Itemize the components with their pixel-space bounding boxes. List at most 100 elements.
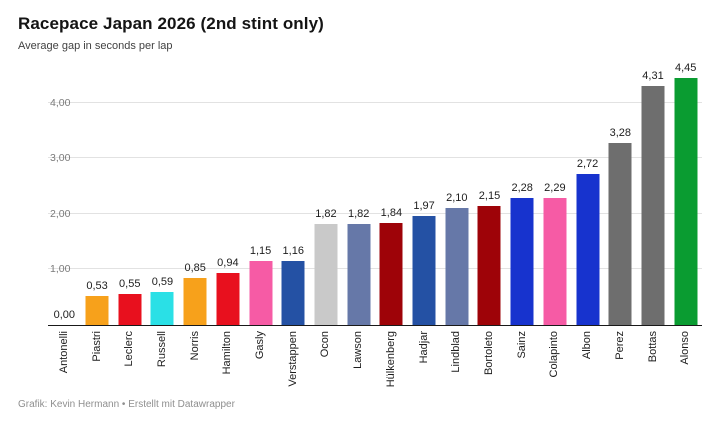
x-label-cell: Albon [571,326,604,390]
bar-value-label: 2,10 [446,192,468,205]
gridline-4,00 [48,101,702,103]
bar-sainz[interactable] [510,198,534,325]
x-label-hadjar: Hadjar [417,331,430,364]
x-label-cell: Bottas [637,326,670,390]
gridline-1,00 [48,268,702,270]
y-tick-label: 1,00 [50,263,71,276]
y-tick-label: 3,00 [50,152,71,165]
x-label-bortoleto: Bortoleto [482,331,495,376]
bar-column-hadjar: 1,97 [408,75,441,325]
x-label-cell: Norris [179,326,212,390]
x-label-cell: Antonelli [48,326,81,390]
bar-value-label: 4,31 [642,69,664,82]
bar-bortoleto[interactable] [477,205,501,325]
bar-value-label: 1,15 [249,245,272,258]
x-label-hamilton: Hamilton [221,331,234,375]
x-label-cell: Hamilton [212,326,245,390]
bar-lindblad[interactable] [445,208,469,325]
bar-ocon[interactable] [314,223,338,325]
x-label-ocon: Ocon [319,331,332,358]
chart-title: Racepace Japan 2026 (2nd stint only) [18,14,324,33]
bars-container: 0,00 0,53 0,55 0,59 0,85 0,94 1,15 1,16 1,82 1,82… [48,62,702,325]
bar-value-label: 3,28 [609,126,632,139]
x-label-norris: Norris [188,331,201,361]
x-label-cell: Lindblad [440,326,473,390]
bar-column-lindblad: 2,10 [440,75,473,325]
x-label-cell: Alonso [669,326,702,390]
x-label-cell: Perez [604,326,637,390]
bar-lawson[interactable] [347,223,371,325]
gridline-3,00 [48,157,702,159]
bar-column-gasly: 1,15 [244,75,277,325]
x-label-bottas: Bottas [646,331,659,363]
bar-column-albon: 2,72 [571,75,604,325]
bar-value-label: 2,15 [478,189,501,202]
bar-value-label: 2,28 [511,182,533,195]
x-label-russell: Russell [155,331,168,368]
x-label-cell: Leclerc [113,326,146,390]
bar-column-ocon: 1,82 [310,75,343,325]
bar-column-antonelli: 0,00 [48,75,81,325]
x-label-alonso: Alonso [679,331,692,365]
x-label-cell: Bortoleto [473,326,506,390]
x-label-verstappen: Verstappen [286,331,299,387]
x-label-lawson: Lawson [352,331,365,369]
x-label-gasly: Gasly [254,331,267,360]
x-label-cell: Colapinto [539,326,572,390]
x-label-leclerc: Leclerc [123,331,136,367]
y-tick-label: 4,00 [50,96,71,109]
x-label-cell: Ocon [310,326,343,390]
x-axis-labels: Antonelli Piastri Leclerc Russell Norris Hami… [48,326,702,390]
bar-value-label: 0,55 [119,278,141,291]
x-label-perez: Perez [613,331,626,360]
gridline-2,00 [48,212,702,214]
bar-leclerc[interactable] [118,294,142,325]
bar-column-perez: 3,28 [604,75,637,325]
bar-hadjar[interactable] [412,215,436,325]
bar-column-hamilton: 0,94 [212,75,245,325]
bar-column-hülkenberg: 1,84 [375,75,408,325]
bar-value-label: 1,97 [413,199,435,212]
bar-value-label: 0,53 [86,279,108,292]
bar-bottas[interactable] [641,85,665,325]
bar-russell[interactable] [150,292,174,325]
bar-albon[interactable] [576,173,600,325]
bar-column-piastri: 0,53 [81,75,114,325]
bar-piastri[interactable] [85,295,109,325]
bar-perez[interactable] [608,142,632,325]
x-label-cell: Sainz [506,326,539,390]
bar-hamilton[interactable] [216,272,240,325]
bar-value-label: 0,94 [217,256,239,269]
x-label-sainz: Sainz [515,331,528,359]
plot-area: 0,00 0,53 0,55 0,59 0,85 0,94 1,15 1,16 1,82 1,82… [48,62,702,326]
bar-value-label: 1,82 [347,207,370,220]
x-label-cell: Gasly [244,326,277,390]
bar-colapinto[interactable] [543,197,567,325]
x-label-cell: Russell [146,326,179,390]
x-label-cell: Lawson [342,326,375,390]
bar-value-label: 1,82 [315,207,337,220]
x-label-colapinto: Colapinto [548,331,561,378]
bar-value-label: 2,72 [576,157,599,170]
bar-norris[interactable] [183,277,207,325]
bar-value-label: 0,85 [184,261,206,274]
bar-column-bortoleto: 2,15 [473,75,506,325]
bar-verstappen[interactable] [281,260,305,325]
x-label-cell: Piastri [81,326,114,390]
x-label-cell: Hadjar [408,326,441,390]
bar-column-norris: 0,85 [179,75,212,325]
x-label-hülkenberg: Hülkenberg [384,331,397,388]
x-label-albon: Albon [581,331,594,360]
bar-value-label: 0,00 [53,309,76,321]
bar-column-leclerc: 0,55 [113,75,146,325]
x-label-piastri: Piastri [90,331,103,362]
bar-alonso[interactable] [674,77,698,325]
bar-column-sainz: 2,28 [506,75,539,325]
bar-chart: 0,00 0,53 0,55 0,59 0,85 0,94 1,15 1,16 1,82 1,82… [18,62,702,390]
bar-gasly[interactable] [249,261,273,325]
bar-hülkenberg[interactable] [379,222,403,325]
bar-column-bottas: 4,31 [637,70,670,325]
bar-column-lawson: 1,82 [342,75,375,325]
chart-subtitle: Average gap in seconds per lap [18,40,173,52]
bar-column-russell: 0,59 [146,75,179,325]
